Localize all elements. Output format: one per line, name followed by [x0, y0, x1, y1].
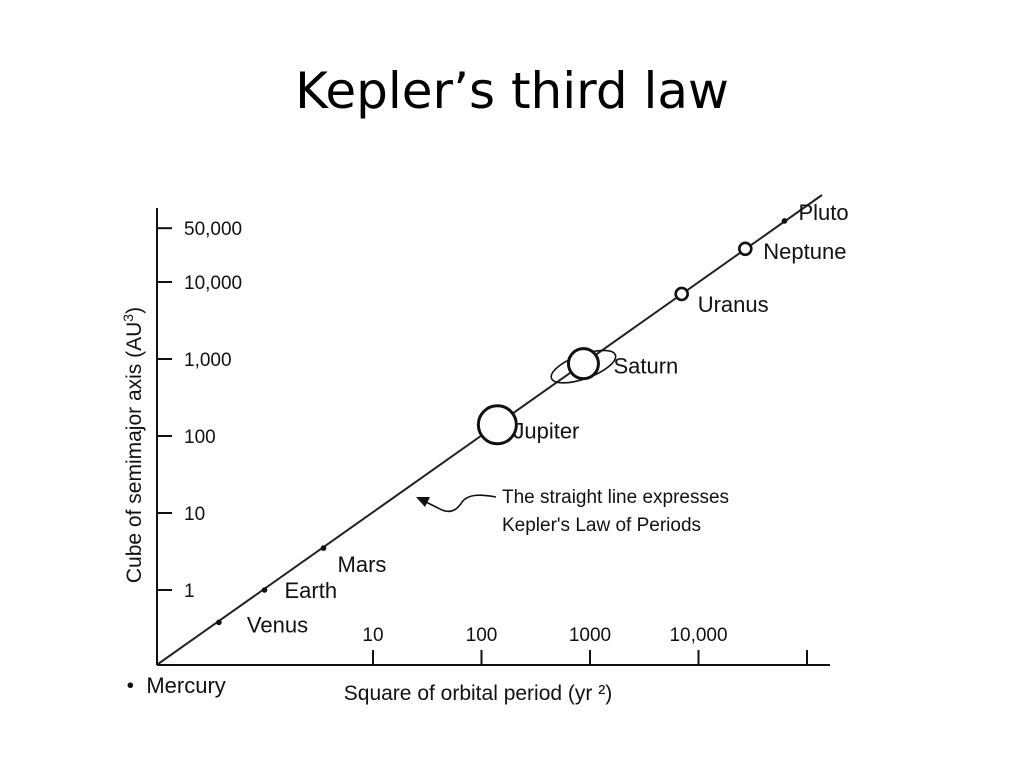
y-axis-title: Cube of semimajor axis (AU3) — [120, 307, 146, 583]
point-label-pluto: Pluto — [798, 200, 848, 225]
point-pluto: Pluto — [781, 200, 849, 225]
point-jupiter: Jupiter — [476, 404, 579, 446]
x-tick-label: 10,000 — [669, 625, 727, 646]
annotation-arrow — [421, 494, 497, 513]
y-tick-label: 10 — [184, 504, 205, 525]
point-uranus: Uranus — [674, 286, 769, 317]
point-label-saturn: Saturn — [613, 354, 678, 379]
point-neptune: Neptune — [738, 239, 846, 264]
annotation-line-2: Kepler's Law of Periods — [502, 515, 701, 536]
annotation-arrowhead — [416, 497, 430, 507]
y-tick-label: 1,000 — [184, 350, 232, 371]
point-label-earth: Earth — [285, 578, 338, 603]
point-label-neptune: Neptune — [763, 239, 846, 264]
y-tick-label: 50,000 — [184, 219, 242, 240]
mars-marker — [320, 545, 327, 551]
chart-ticks: 1 10 100 1,000 10,000 50,000 10 100 1000 10,000 — [157, 219, 808, 665]
y-tick-label: 1 — [184, 581, 195, 602]
point-label-mercury: Mercury — [146, 673, 225, 698]
point-label-venus: Venus — [247, 612, 308, 637]
annotation-line-1: The straight line expresses — [502, 487, 729, 508]
slide-title: Kepler’s third law — [295, 62, 729, 120]
point-mars: Mars — [320, 545, 387, 577]
y-tick-label: 100 — [184, 427, 216, 448]
mercury-marker — [127, 682, 134, 689]
pluto-marker — [781, 218, 788, 224]
point-saturn: Saturn — [550, 347, 678, 384]
annotation: The straight line expresses Kepler's Law… — [416, 487, 729, 536]
point-earth: Earth — [261, 578, 338, 603]
point-label-uranus: Uranus — [698, 292, 769, 317]
earth-marker — [261, 587, 268, 593]
x-tick-label: 100 — [466, 625, 498, 646]
point-label-mars: Mars — [338, 552, 387, 577]
jupiter-marker — [476, 404, 518, 446]
neptune-marker — [738, 241, 753, 257]
point-venus: Venus — [216, 612, 308, 637]
uranus-marker — [674, 286, 689, 302]
point-label-jupiter: Jupiter — [513, 419, 579, 444]
x-tick-label: 1000 — [569, 625, 611, 646]
saturn-marker — [566, 347, 600, 381]
venus-marker — [216, 619, 222, 626]
y-tick-label: 10,000 — [184, 273, 242, 294]
x-axis-title: Square of orbital period (yr ²) — [344, 682, 612, 705]
x-tick-label: 10 — [362, 625, 383, 646]
point-mercury: Mercury — [127, 673, 226, 698]
